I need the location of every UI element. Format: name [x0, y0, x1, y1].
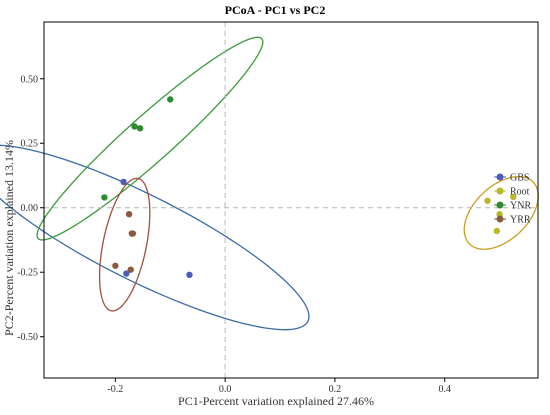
reference-lines	[44, 22, 538, 378]
axes: -0.2 0.0 0.2 0.4 0.50 0.25 0.00 -0.25 -0.50	[17, 21, 539, 395]
legend-marker-ynr	[496, 201, 504, 209]
data-point-ynr	[131, 123, 138, 130]
legend-marker-gbs	[496, 173, 504, 181]
data-point-yrr	[125, 210, 133, 218]
plot-frame	[43, 21, 539, 379]
legend-label-ynr: YNR	[510, 201, 531, 212]
data-point-yrr	[129, 230, 137, 237]
chart-title: PCoA - PC1 vs PC2	[225, 3, 326, 17]
y-tick-label: 0.25	[21, 139, 39, 150]
confidence-ellipse-gbs	[0, 144, 310, 331]
data-point-yrr	[127, 266, 134, 273]
x-tick-label: 0.2	[329, 384, 342, 395]
legend-label-yrr: YRR	[510, 215, 531, 226]
x-tick-label: -0.2	[107, 384, 123, 395]
data-point-gbs	[186, 271, 193, 279]
data-point-yrr	[112, 262, 119, 269]
legend-label-root: Root	[510, 187, 530, 198]
legend: GBS Root YNR YRR	[494, 173, 531, 226]
x-tick-label: 0.4	[438, 384, 451, 395]
y-tick-label: 0.00	[21, 203, 39, 214]
x-tick-label: 0.0	[219, 384, 232, 395]
y-tick-label: -0.50	[17, 332, 38, 343]
data-point-gbs	[123, 270, 130, 277]
data-point-ynr	[101, 194, 108, 201]
y-axis-label: PC2-Percent variation explained 13.14%	[2, 140, 16, 336]
ellipses-layer	[0, 36, 539, 331]
data-point-gbs	[120, 178, 127, 186]
y-tick-label: 0.50	[21, 74, 39, 85]
confidence-ellipse-ynr	[36, 36, 264, 241]
data-point-root	[493, 227, 501, 235]
y-tick-label: -0.25	[17, 268, 38, 279]
data-point-ynr	[167, 96, 174, 103]
legend-marker-yrr	[496, 215, 504, 223]
confidence-ellipse-yrr	[98, 177, 151, 312]
legend-marker-root	[496, 187, 504, 195]
legend-label-gbs: GBS	[510, 173, 529, 184]
points-layer	[101, 96, 517, 279]
x-axis-label: PC1-Percent variation explained 27.46%	[178, 394, 374, 408]
data-point-root	[484, 197, 491, 204]
data-point-ynr	[136, 125, 144, 132]
data-point-root	[510, 193, 517, 201]
